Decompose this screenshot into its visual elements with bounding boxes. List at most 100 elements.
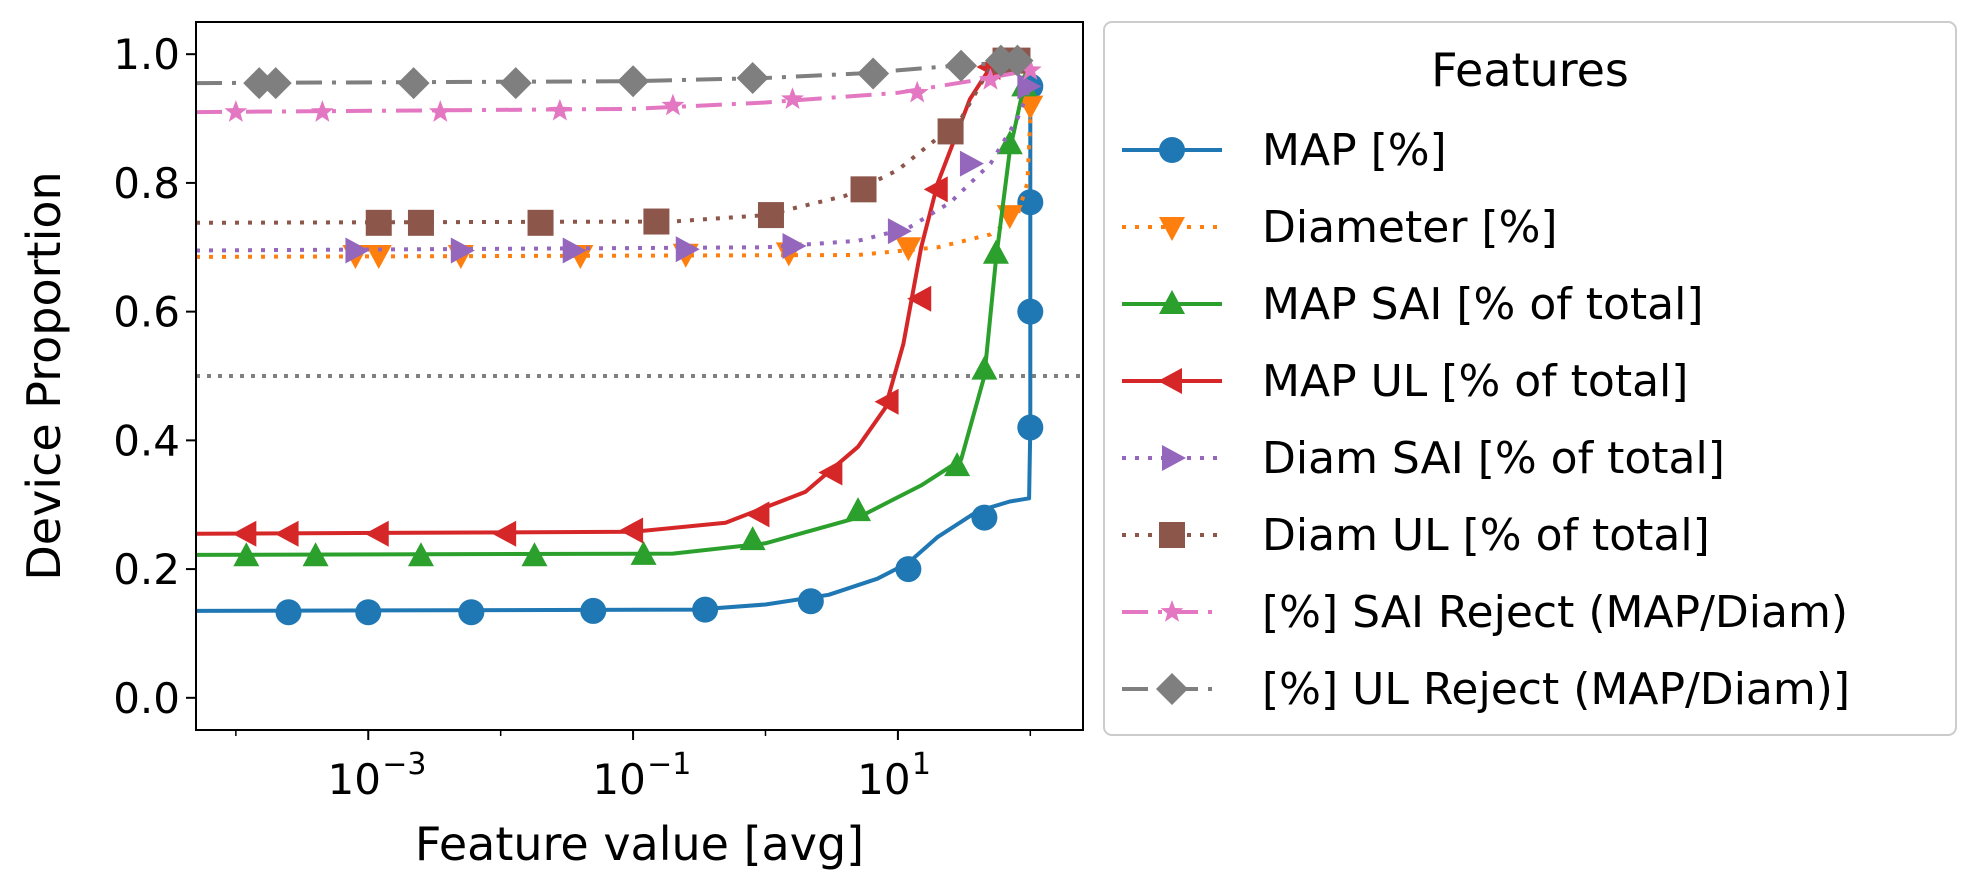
series-line-6 [196,58,1031,225]
data-point-s8-7 [857,57,890,90]
data-point-s4-9 [907,285,932,312]
y-tick-label: 1.0 [113,30,180,79]
data-point-s1-7 [895,556,922,583]
data-point-s1-4 [580,597,607,624]
x-tick-label: 10 [328,755,381,804]
data-point-s1-9 [1017,414,1044,441]
series-8 [196,44,1034,100]
data-point-s3-7 [845,497,872,522]
data-point-s6-4 [643,208,670,235]
legend-label: [%] UL Reject (MAP/Diam)] [1262,664,1850,715]
legend-entry-8: [%] UL Reject (MAP/Diam)] [1122,664,1850,715]
legend-box [1103,21,1957,736]
x-axis-label: Feature value [avg] [415,817,864,871]
data-point-s8-2 [259,67,292,100]
x-tick-exponent: −3 [382,747,426,782]
series-line-1 [196,86,1033,613]
data-point-s5-2 [450,237,475,264]
x-tick-exponent: −1 [647,747,691,782]
data-point-s3-1 [233,542,260,567]
series-line-3 [196,79,1030,557]
legend-entry-2: Diameter [%] [1122,202,1558,253]
data-point-s3-9 [971,355,998,380]
legend-entry-4: MAP UL [% of total] [1122,356,1688,407]
data-point-s4-1 [232,520,257,547]
y-tick-label: 0.6 [113,288,180,337]
data-point-s4-3 [364,520,389,547]
legend-entry-5: Diam SAI [% of total] [1122,433,1725,484]
legend-marker [1160,600,1184,622]
data-point-s1-1 [275,599,302,626]
data-point-s4-8 [874,388,899,415]
y-tick-label: 0.8 [113,159,180,208]
data-point-s7-3 [428,100,452,122]
series-4 [196,47,1031,547]
data-point-s7-5 [661,93,685,116]
series-3 [196,72,1038,567]
legend-label: MAP [%] [1262,125,1447,176]
data-point-s4-5 [619,517,644,544]
data-point-s3-5 [630,540,657,565]
legend-marker [1159,522,1185,548]
data-point-s8-1 [243,67,276,100]
legend-marker [1159,217,1185,241]
data-point-s1-11 [1017,189,1044,216]
data-point-s8-6 [736,61,769,94]
legend-marker [1162,445,1186,471]
legend-label: MAP SAI [% of total] [1262,279,1704,330]
series-6 [196,47,1031,236]
data-point-s3-8 [944,452,971,477]
data-point-s1-5 [692,596,719,623]
legend-entry-1: MAP [%] [1122,125,1447,176]
data-point-s5-1 [345,237,370,264]
legend-label: MAP UL [% of total] [1262,356,1688,407]
data-point-s4-10 [923,176,948,203]
legend-label: Diameter [%] [1262,202,1558,253]
legend-marker [1158,368,1182,394]
data-point-s2-2 [365,244,392,269]
data-point-s4-6 [745,501,770,528]
plot-frame [195,21,1084,731]
legend-entry-7: [%] SAI Reject (MAP/Diam) [1122,587,1848,638]
data-point-s3-6 [739,526,766,551]
x-tick-label: 10 [592,755,645,804]
data-point-s4-7 [818,459,843,486]
data-point-s6-6 [850,176,877,203]
data-point-s6-7 [937,118,964,145]
data-point-s1-3 [458,599,485,626]
series-7 [196,58,1042,122]
data-point-s1-10 [1017,298,1044,325]
series-2 [196,95,1044,269]
data-point-s7-7 [905,80,929,103]
legend-label: Diam SAI [% of total] [1262,433,1725,484]
series-5 [196,73,1042,264]
data-point-s8-5 [617,65,650,98]
series-line-8 [196,58,1031,86]
y-tick-label: 0.4 [113,416,180,465]
data-point-s8-10 [1001,44,1034,77]
data-point-s7-8 [979,67,1002,90]
data-point-s3-4 [521,542,548,567]
data-point-s6-1 [365,209,392,236]
data-point-s1-8 [971,504,998,531]
data-point-s4-4 [492,520,517,547]
data-point-s1-2 [355,599,382,626]
data-point-s6-5 [757,202,784,229]
y-tick-label: 0.0 [113,674,180,723]
data-point-s3-3 [407,542,434,567]
legend-entry-6: Diam UL [% of total] [1122,510,1710,561]
data-point-s6-2 [407,209,434,236]
data-point-s3-10 [982,239,1009,264]
data-point-s5-7 [959,150,984,177]
series-1 [196,73,1044,626]
data-point-s3-2 [302,542,329,567]
data-point-s6-3 [527,209,554,236]
legend-label: [%] SAI Reject (MAP/Diam) [1262,587,1848,638]
data-point-s8-4 [499,67,532,100]
data-point-s8-9 [984,44,1017,77]
y-tick-label: 0.2 [113,545,180,594]
data-point-s4-2 [274,520,299,547]
data-point-s5-3 [562,237,587,264]
data-point-s1-6 [797,588,824,615]
